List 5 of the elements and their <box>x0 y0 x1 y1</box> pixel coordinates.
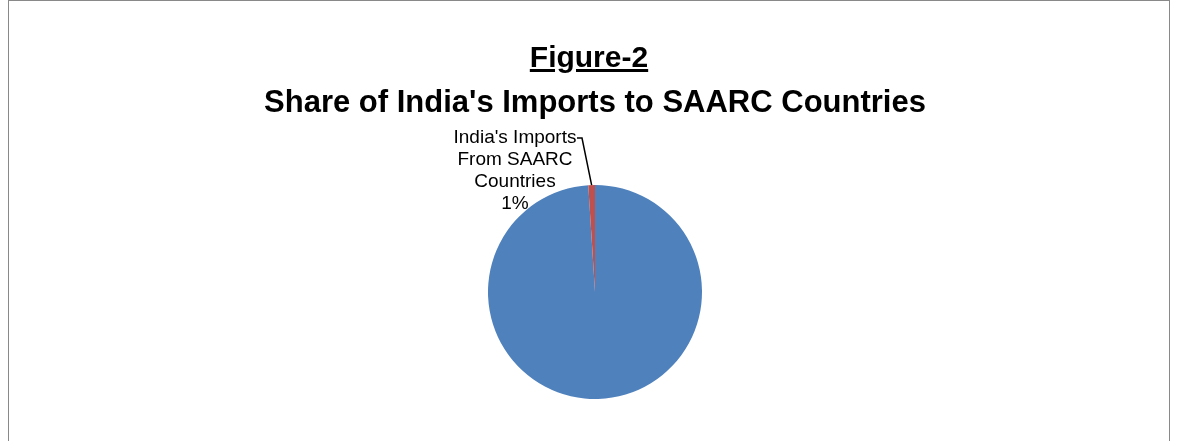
slice-label: India's Imports From SAARC Countries <box>453 126 577 191</box>
pie-slice <box>488 185 702 399</box>
data-label: 1% <box>501 192 529 213</box>
chart-title: Figure-2 <box>528 40 650 74</box>
chart-subtitle: Share of India's Imports to SAARC Countries <box>263 84 927 120</box>
